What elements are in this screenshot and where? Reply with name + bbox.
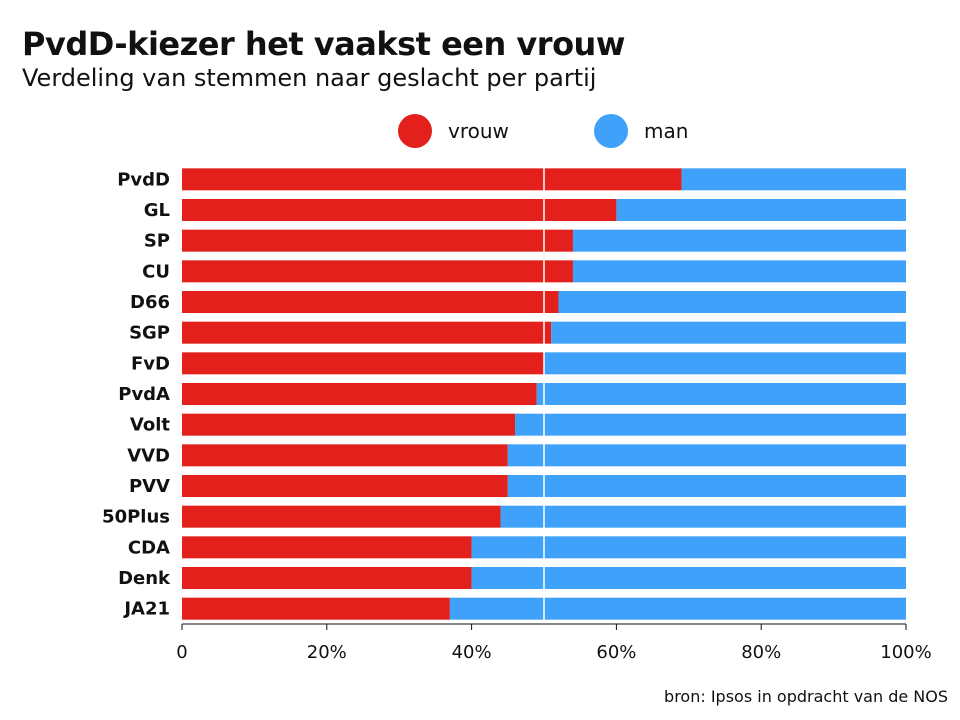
category-label-vvd: VVD (127, 445, 170, 466)
bar-vrouw-cda (182, 536, 472, 559)
category-label-fvd: FvD (131, 353, 170, 374)
category-label-d66: D66 (130, 292, 170, 313)
bar-man-denk (471, 567, 906, 590)
bar-man-d66 (558, 291, 906, 314)
bar-man-ja21 (449, 597, 906, 620)
bar-man-50plus (500, 505, 906, 528)
bar-man-pvv (507, 475, 906, 498)
bar-vrouw-pvv (182, 475, 508, 498)
category-label-ja21: JA21 (122, 599, 170, 620)
bar-vrouw-sgp (182, 321, 552, 344)
x-tick-label-80: 80% (741, 642, 781, 663)
category-label-sp: SP (144, 231, 170, 252)
x-tick-label-100: 100% (880, 642, 931, 663)
x-tick-label-20: 20% (307, 642, 347, 663)
legend-swatch-vrouw (398, 114, 432, 148)
bar-vrouw-fvd (182, 352, 544, 375)
bar-vrouw-denk (182, 567, 472, 590)
bar-man-pvdd (681, 168, 906, 191)
bar-vrouw-volt (182, 413, 516, 436)
category-label-pvdd: PvdD (117, 169, 170, 190)
stacked-bar-chart: PvdD GL SP CU D66 SGP FvD PvdA Volt VVD PVV 50Plus C… (102, 164, 932, 663)
source-note: bron: Ipsos in opdracht van de NOS (664, 687, 948, 706)
bar-man-gl (616, 199, 906, 222)
x-tick-label-0: 0 (176, 642, 187, 663)
chart-subtitle: Verdeling van stemmen naar geslacht per … (22, 64, 597, 92)
legend: vrouw man (0, 112, 960, 152)
category-label-pvv: PVV (129, 476, 170, 497)
bar-man-vvd (507, 444, 906, 467)
category-label-denk: Denk (118, 568, 171, 589)
chart-title: PvdD-kiezer het vaakst een vrouw (22, 25, 625, 63)
category-label-50plus: 50Plus (102, 507, 170, 528)
bar-man-cda (471, 536, 906, 559)
bar-vrouw-pvdd (182, 168, 682, 191)
x-tick-label-60: 60% (596, 642, 636, 663)
bar-vrouw-ja21 (182, 597, 450, 620)
category-label-sgp: SGP (129, 323, 170, 344)
bar-vrouw-d66 (182, 291, 559, 314)
bar-vrouw-sp (182, 229, 573, 252)
bar-man-volt (515, 413, 906, 436)
bar-man-cu (572, 260, 906, 283)
legend-swatch-man (594, 114, 628, 148)
bar-vrouw-pvda (182, 383, 537, 406)
category-label-pvda: PvdA (118, 384, 170, 405)
legend-label-man: man (644, 119, 689, 143)
bar-man-pvda (536, 383, 906, 406)
x-tick-label-40: 40% (452, 642, 492, 663)
bar-vrouw-vvd (182, 444, 508, 467)
category-label-cda: CDA (128, 537, 170, 558)
bar-vrouw-50plus (182, 505, 501, 528)
bar-vrouw-gl (182, 199, 617, 222)
category-label-cu: CU (142, 261, 170, 282)
bar-vrouw-cu (182, 260, 573, 283)
bar-man-fvd (544, 352, 906, 375)
bar-man-sp (572, 229, 906, 252)
category-label-gl: GL (144, 200, 170, 221)
category-label-volt: Volt (130, 415, 170, 436)
bar-man-sgp (551, 321, 906, 344)
legend-label-vrouw: vrouw (448, 119, 509, 143)
